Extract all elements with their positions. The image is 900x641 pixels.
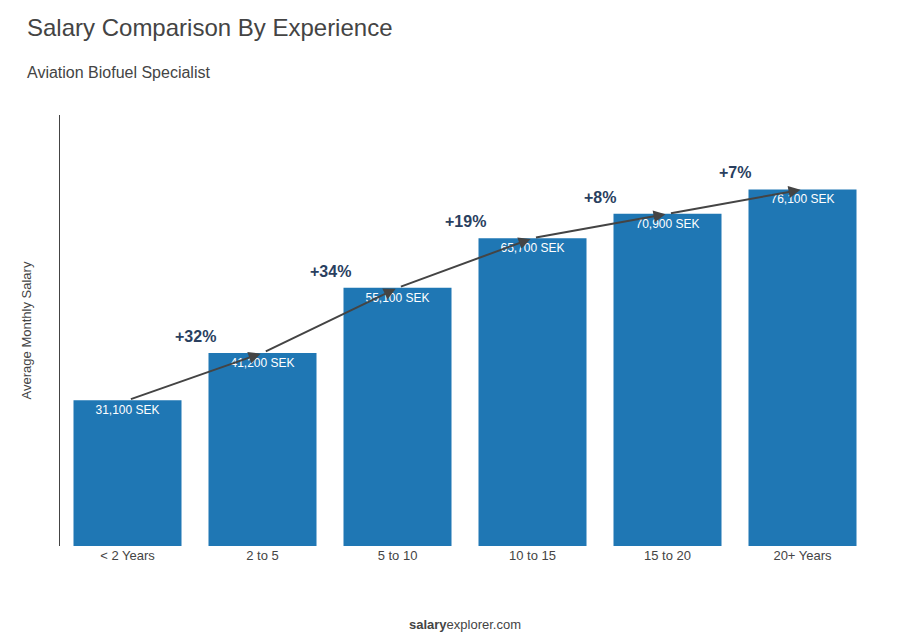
svg-text:2 to 5: 2 to 5 <box>246 548 279 563</box>
svg-text:+34%: +34% <box>310 263 351 280</box>
svg-text:31,100 SEK: 31,100 SEK <box>95 403 159 417</box>
svg-text:65,700 SEK: 65,700 SEK <box>500 241 564 255</box>
svg-text:15 to 20: 15 to 20 <box>644 548 691 563</box>
svg-text:Salary Comparison By Experienc: Salary Comparison By Experience <box>27 14 393 41</box>
svg-text:+32%: +32% <box>175 328 216 345</box>
svg-text:55,100 SEK: 55,100 SEK <box>365 291 429 305</box>
svg-text:5 to 10: 5 to 10 <box>378 548 418 563</box>
svg-text:10 to 15: 10 to 15 <box>509 548 556 563</box>
svg-text:+7%: +7% <box>719 164 751 181</box>
svg-text:70,900 SEK: 70,900 SEK <box>635 217 699 231</box>
svg-text:76,100 SEK: 76,100 SEK <box>770 192 834 206</box>
svg-text:salaryexplorer.com: salaryexplorer.com <box>409 617 521 632</box>
svg-text:20+ Years: 20+ Years <box>773 548 832 563</box>
svg-text:Aviation Biofuel Specialist: Aviation Biofuel Specialist <box>27 64 210 81</box>
svg-text:+19%: +19% <box>445 213 486 230</box>
svg-text:41,200 SEK: 41,200 SEK <box>230 356 294 370</box>
svg-text:Average Monthly Salary: Average Monthly Salary <box>19 261 34 399</box>
svg-text:< 2 Years: < 2 Years <box>100 548 155 563</box>
svg-text:+8%: +8% <box>584 189 616 206</box>
